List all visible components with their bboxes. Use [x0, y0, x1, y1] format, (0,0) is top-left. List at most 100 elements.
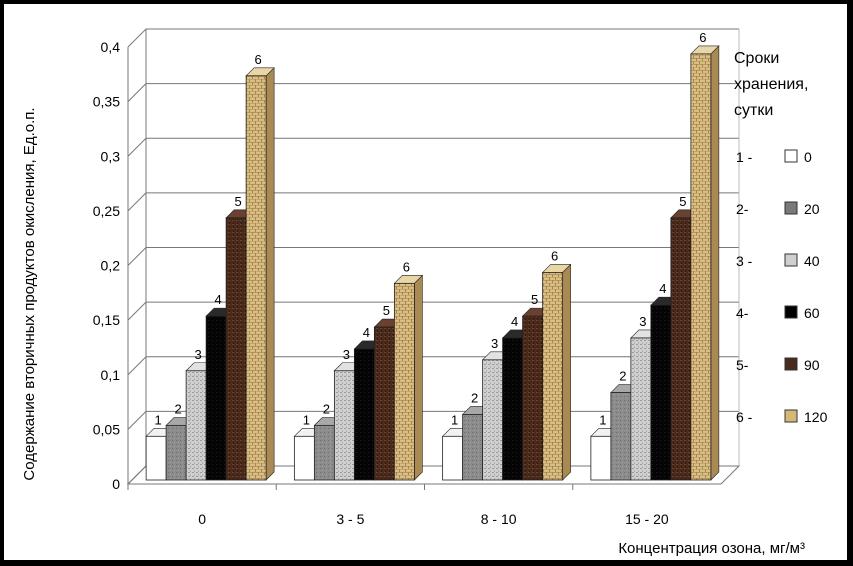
- legend-swatch: [784, 149, 798, 163]
- legend-swatch: [784, 357, 798, 371]
- bar-front: [650, 304, 672, 481]
- bar-front: [185, 370, 207, 481]
- legend-marker: 3 -: [736, 253, 753, 269]
- legend-series-name: 90: [804, 357, 820, 373]
- y-tick-label: 0,3: [101, 148, 121, 164]
- x-category-label: 15 - 20: [625, 511, 669, 527]
- gridline-depth: [127, 83, 147, 102]
- legend-marker: 1 -: [736, 149, 753, 165]
- bar-value-label: 4: [511, 314, 518, 329]
- y-tick-label: 0,1: [101, 367, 121, 383]
- y-tick-label: 0: [112, 476, 120, 492]
- legend-marker: 6 -: [736, 409, 753, 425]
- bar-value-label: 1: [599, 412, 606, 427]
- bar-front: [205, 315, 227, 481]
- legend-series-name: 20: [804, 201, 820, 217]
- bar-front: [353, 348, 375, 481]
- legend-series-name: 120: [804, 409, 828, 425]
- y-tick-label: 0,35: [93, 94, 120, 110]
- legend-swatch: [784, 253, 798, 267]
- gridline-depth: [127, 247, 147, 266]
- bar-front: [393, 282, 415, 481]
- gridline-depth: [127, 356, 147, 376]
- bar-front: [670, 217, 692, 481]
- bar-value-label: 6: [255, 52, 262, 67]
- bars: [145, 45, 720, 481]
- bar-front: [333, 370, 355, 481]
- bar-front: [225, 217, 247, 481]
- y-tick-label: 0,2: [101, 258, 121, 274]
- legend-swatch: [784, 305, 798, 319]
- legend-swatch: [784, 201, 798, 215]
- bar-front: [145, 435, 167, 481]
- bar-side: [265, 67, 275, 481]
- legend-title: хранения,: [734, 76, 808, 93]
- bar-front: [482, 359, 504, 481]
- bar-front: [690, 53, 712, 481]
- bar-value-label: 4: [215, 292, 222, 307]
- y-tick-label: 0,25: [93, 203, 120, 219]
- bar: [245, 67, 275, 481]
- legend-series-name: 60: [804, 305, 820, 321]
- y-axis-title: Содержание вторичных продуктов окисления…: [21, 107, 38, 480]
- bar-front: [462, 414, 484, 481]
- bar-front: [373, 326, 395, 481]
- legend-swatch: [784, 409, 798, 423]
- bar-front: [313, 424, 335, 481]
- bar-value-label: 1: [303, 412, 310, 427]
- gridline-depth: [127, 192, 147, 212]
- bar-side: [710, 45, 720, 481]
- bar-value-label: 5: [235, 194, 242, 209]
- bar-value-label: 3: [343, 347, 350, 362]
- bar-side: [414, 274, 423, 481]
- x-category-label: 0: [198, 511, 206, 527]
- gridline-depth: [127, 411, 147, 430]
- legend-marker: 4-: [736, 305, 749, 321]
- bar-value-label: 5: [531, 292, 538, 307]
- bar: [393, 274, 424, 481]
- chart-area: 0 0,05 0,1 0,15 0,2 0,25 0,3 0,35 0,4 0 3 - 5 8 - 1…: [4, 4, 847, 560]
- bar-value-label: 6: [403, 259, 410, 274]
- legend: Сроки хранения, сутки 1 - 0 2- 20 3 - 40 4- 60 5- 90…: [734, 50, 828, 425]
- bar-front: [590, 435, 612, 481]
- gridline-depth: [127, 28, 147, 48]
- legend-title: Сроки: [734, 50, 779, 67]
- bar-front: [245, 75, 267, 481]
- legend-series-name: 0: [804, 149, 812, 165]
- bar-value-label: 2: [471, 390, 478, 405]
- bar-front: [293, 435, 315, 481]
- bar-value-label: 1: [451, 412, 458, 427]
- legend-marker: 2-: [736, 201, 749, 217]
- legend-series-name: 40: [804, 253, 820, 269]
- gridline-depth: [127, 137, 147, 157]
- bar-front: [442, 435, 464, 481]
- x-axis-title: Концентрация озона, мг/м³: [618, 540, 805, 557]
- bar-value-label: 6: [551, 248, 558, 263]
- bar-value-label: 3: [491, 336, 498, 351]
- bar-front: [542, 272, 564, 481]
- gridline-depth: [127, 301, 147, 321]
- bar-front: [630, 337, 652, 481]
- bar-value-label: 2: [175, 401, 182, 416]
- legend-marker: 5-: [736, 357, 749, 373]
- bar-value-label: 4: [659, 281, 666, 296]
- bar-chart: 0 0,05 0,1 0,15 0,2 0,25 0,3 0,35 0,4 0 3 - 5 8 - 1…: [21, 28, 828, 557]
- bar-side: [562, 263, 571, 481]
- bar-value-label: 4: [363, 325, 370, 340]
- bar-front: [165, 424, 187, 481]
- bar: [541, 263, 572, 481]
- axes: 0 0,05 0,1 0,15 0,2 0,25 0,3 0,35 0,4 0 3 - 5 8 - 1…: [93, 29, 741, 527]
- bar: [690, 45, 720, 481]
- x-category-label: 3 - 5: [336, 511, 364, 527]
- bar-value-label: 3: [195, 347, 202, 362]
- bar-front: [522, 315, 544, 481]
- bar-value-label: 3: [639, 314, 646, 329]
- y-tick-label: 0,15: [93, 312, 120, 328]
- bar-front: [502, 337, 524, 481]
- bar-value-label: 2: [323, 401, 330, 416]
- bar-value-label: 2: [619, 369, 626, 384]
- bar-value-label: 5: [383, 303, 390, 318]
- y-tick-label: 0,4: [101, 39, 121, 55]
